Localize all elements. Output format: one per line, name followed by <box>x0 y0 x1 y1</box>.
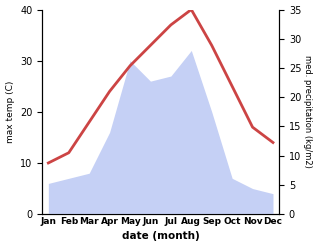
X-axis label: date (month): date (month) <box>122 231 199 242</box>
Y-axis label: max temp (C): max temp (C) <box>5 81 15 143</box>
Y-axis label: med. precipitation (kg/m2): med. precipitation (kg/m2) <box>303 55 313 168</box>
